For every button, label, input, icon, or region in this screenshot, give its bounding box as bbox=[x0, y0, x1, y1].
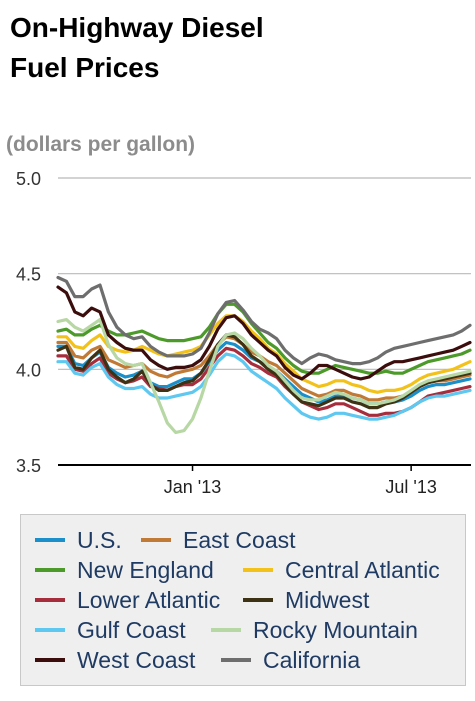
legend-swatch bbox=[35, 628, 65, 632]
legend-swatch bbox=[35, 658, 65, 662]
legend-swatch bbox=[221, 658, 251, 662]
units-label: (dollars per gallon) bbox=[6, 133, 196, 156]
legend-label: Rocky Mountain bbox=[253, 616, 418, 643]
legend-swatch bbox=[35, 598, 65, 602]
legend-item: California bbox=[221, 645, 360, 675]
x-tick-label: Jan '13 bbox=[164, 477, 221, 497]
chart-title-line-1: On-Highway Diesel bbox=[10, 12, 264, 43]
legend-item: Rocky Mountain bbox=[211, 615, 418, 645]
legend-swatch bbox=[35, 538, 65, 542]
series-line-midwest bbox=[56, 333, 472, 410]
legend-item: Central Atlantic bbox=[243, 555, 440, 585]
legend-label: Gulf Coast bbox=[77, 616, 186, 643]
legend-swatch bbox=[243, 598, 273, 602]
chart-title-line-2: Fuel Prices bbox=[10, 52, 160, 83]
legend-label: U.S. bbox=[77, 526, 122, 553]
legend-item: Gulf Coast bbox=[35, 615, 186, 645]
legend-item: Midwest bbox=[243, 585, 369, 615]
legend-label: Central Atlantic bbox=[285, 556, 440, 583]
legend-item: East Coast bbox=[141, 525, 296, 555]
x-tick-label: Jul '13 bbox=[385, 477, 436, 497]
series-line-west-coast bbox=[56, 285, 472, 381]
legend-label: New England bbox=[77, 556, 214, 583]
legend-label: Lower Atlantic bbox=[77, 586, 221, 613]
chart-title: On-Highway Diesel Fuel Prices bbox=[10, 8, 450, 88]
legend-item: West Coast bbox=[35, 645, 195, 675]
line-chart: 5.0 4.5 4.0 3.5 Jan '13 Jul '13 bbox=[16, 169, 472, 497]
legend-swatch bbox=[141, 538, 171, 542]
legend-label: California bbox=[263, 646, 361, 673]
y-tick-label: 4.0 bbox=[16, 360, 41, 380]
y-tick-label: 3.5 bbox=[16, 456, 41, 476]
series-line-rocky-mountain bbox=[56, 318, 472, 435]
legend-swatch bbox=[211, 628, 241, 632]
legend-swatch bbox=[35, 568, 65, 572]
legend: U.S. East Coast New England Central Atlanti… bbox=[20, 514, 466, 686]
legend-item: Lower Atlantic bbox=[35, 585, 220, 615]
legend-label: Midwest bbox=[285, 586, 370, 613]
legend-item: U.S. bbox=[35, 525, 122, 555]
y-tick-label: 4.5 bbox=[16, 265, 41, 285]
legend-label: West Coast bbox=[77, 646, 196, 673]
series-line-central-atlantic bbox=[56, 314, 472, 394]
legend-label: East Coast bbox=[183, 526, 296, 553]
series-line-california bbox=[56, 275, 472, 366]
y-tick-label: 5.0 bbox=[16, 169, 41, 189]
legend-item: New England bbox=[35, 555, 214, 585]
series-line-gulf-coast bbox=[56, 352, 472, 421]
legend-swatch bbox=[243, 568, 273, 572]
